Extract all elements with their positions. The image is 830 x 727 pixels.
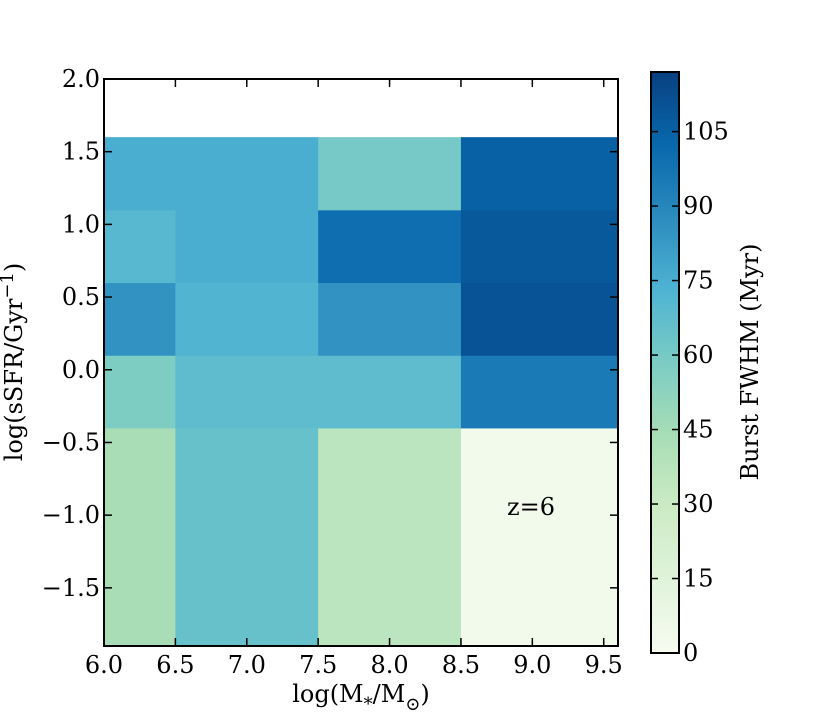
- colorbar-tick-label: 30: [683, 490, 714, 518]
- colorbar-tick-label: 105: [683, 118, 729, 146]
- y-tick-label: 2.0: [62, 65, 100, 93]
- y-tick-label: −1.5: [42, 574, 100, 602]
- colorbar-tick-label: 0: [683, 639, 698, 667]
- heatmap-cell: [175, 427, 319, 647]
- colorbar-ticks: 0 15 30 45 60 75 90 105: [651, 118, 729, 667]
- x-tick-label: 9.5: [585, 651, 623, 679]
- colorbar-tick-label: 90: [683, 192, 714, 220]
- heatmap-cell: [318, 282, 462, 356]
- heatmap-cell: [104, 355, 176, 429]
- heatmap-cell: [104, 209, 176, 284]
- heatmap-cell: [175, 355, 319, 429]
- colorbar-tick-label: 15: [683, 565, 714, 593]
- y-tick-label: 1.5: [62, 138, 100, 166]
- colorbar-tick-label: 60: [683, 341, 714, 369]
- heatmap-cell: [460, 427, 619, 647]
- heatmap-cell: [318, 137, 462, 211]
- heatmap-cell: [175, 137, 319, 211]
- heatmap-cell: [104, 137, 176, 211]
- heatmap-cell: [460, 355, 619, 429]
- heatmap-cell: [104, 427, 176, 647]
- colorbar-tick-label: 45: [683, 416, 714, 444]
- y-tick-label: 0.0: [62, 356, 100, 384]
- heatmap-cell: [175, 282, 319, 356]
- y-tick-label: −1.0: [42, 501, 100, 529]
- plot-frame: [103, 78, 619, 647]
- colorbar: [650, 71, 680, 654]
- y-axis: 2.0 1.5 1.0 0.5 0.0 −0.5 −1.0 −1.5: [42, 65, 618, 602]
- heatmap-cell: [104, 282, 176, 356]
- heatmap-cell: [318, 427, 462, 647]
- x-tick-label: 8.5: [442, 651, 480, 679]
- y-tick-label: −0.5: [42, 428, 100, 456]
- x-axis-title: log(M*/M⊙): [292, 680, 430, 715]
- heatmap-cell: [175, 209, 319, 284]
- heatmap-cell: [460, 137, 619, 211]
- heatmap-cell: [460, 282, 619, 356]
- x-tick-label: 7.0: [228, 651, 266, 679]
- x-tick-label: 6.0: [85, 651, 123, 679]
- x-tick-label: 8.0: [370, 651, 408, 679]
- redshift-annotation: z=6: [507, 493, 555, 521]
- heatmap-cell: [318, 209, 462, 284]
- y-axis-title: log(sSFR/Gyr−1): [0, 263, 28, 462]
- x-tick-label: 6.5: [156, 651, 194, 679]
- heatmap-cell: [318, 355, 462, 429]
- x-tick-label: 7.5: [299, 651, 337, 679]
- colorbar-label: Burst FWHM (Myr): [736, 244, 764, 481]
- x-axis: 6.0 6.5 7.0 7.5 8.0 8.5 9.0 9.5: [85, 79, 623, 679]
- x-tick-label: 9.0: [513, 651, 551, 679]
- heatmap-cell: [460, 209, 619, 284]
- heatmap-cells: [104, 137, 619, 647]
- y-tick-label: 1.0: [62, 210, 100, 238]
- y-tick-label: 0.5: [62, 283, 100, 311]
- colorbar-tick-label: 75: [683, 267, 714, 295]
